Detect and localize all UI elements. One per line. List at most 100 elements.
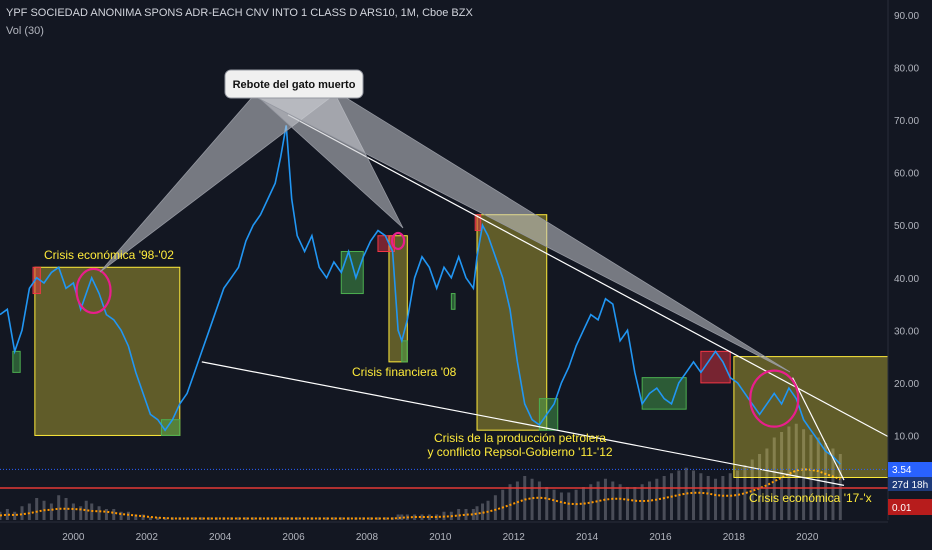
x-tick-label: 2008	[356, 532, 379, 543]
volume-bar	[567, 492, 571, 520]
volume-bar	[84, 500, 88, 520]
zero-level-tag	[888, 499, 932, 515]
volume-bar	[192, 517, 196, 520]
consolidation-box	[450, 293, 456, 310]
volume-bar	[427, 514, 431, 520]
volume-bar	[692, 470, 696, 520]
chart-title: YPF SOCIEDAD ANONIMA SPONS ADR-EACH CNV …	[6, 7, 473, 19]
volume-bar	[49, 503, 53, 520]
volume-bar	[743, 465, 747, 520]
volume-bar	[112, 509, 116, 520]
volume-bar	[475, 506, 479, 520]
volume-bar	[750, 459, 754, 520]
volume-bar	[396, 514, 400, 520]
y-tick-label: 30.00	[894, 326, 919, 337]
volume-bar	[838, 454, 842, 520]
volume-indicator-label: Vol (30)	[6, 25, 44, 37]
secondary-trendline	[792, 377, 845, 481]
countdown-tag	[888, 477, 932, 491]
volume-bar	[244, 517, 248, 520]
volume-bar	[79, 506, 83, 520]
volume-bar	[251, 517, 255, 520]
x-tick-label: 2002	[136, 532, 159, 543]
volume-bar	[376, 517, 380, 520]
bounce-circle-2008	[391, 231, 406, 251]
y-tick-label: 50.00	[894, 221, 919, 232]
support-trendline	[201, 361, 845, 486]
distribution-box	[474, 214, 482, 231]
crisis-zone-98-02	[34, 266, 181, 436]
volume-bar	[471, 509, 475, 520]
volume-bar	[20, 506, 24, 520]
volume-bar	[618, 484, 622, 520]
volume-bar	[156, 517, 160, 520]
volume-bar	[207, 517, 211, 520]
annotation-crisis-11-12-line2: y conflicto Repsol-Gobierno '11-'12	[427, 445, 612, 459]
volume-bar	[104, 509, 108, 520]
volume-bar	[57, 495, 61, 520]
callout-label: Rebote del gato muerto	[233, 79, 356, 91]
y-tick-label: 70.00	[894, 116, 919, 127]
callout-box	[224, 69, 364, 99]
x-tick-label: 2004	[209, 532, 232, 543]
y-tick-label: 80.00	[894, 64, 919, 75]
volume-bar	[383, 517, 387, 520]
consolidation-box	[12, 350, 21, 373]
y-tick-label: 90.00	[894, 11, 919, 22]
resistance-trendline	[287, 114, 889, 438]
last-price-value: 3.54	[892, 465, 912, 476]
price-axis-bg	[888, 0, 932, 550]
volume-bar	[27, 503, 31, 520]
volume-bar	[13, 511, 17, 520]
volume-bar	[633, 487, 637, 520]
volume-bar	[684, 467, 688, 520]
volume-bar	[537, 481, 541, 520]
zero-level-value: 0.01	[892, 503, 912, 514]
volume-bar	[237, 517, 241, 520]
volume-bar	[325, 517, 329, 520]
time-axis-bg	[0, 522, 888, 550]
volume-bar	[736, 470, 740, 520]
annotation-crisis-11-12-line1: Crisis de la producción petrolera	[434, 431, 606, 445]
volume-bar	[35, 498, 39, 520]
volume-bar	[552, 489, 556, 520]
volume-bar	[420, 514, 424, 520]
annotation-crisis-17: Crisis económica '17-'x	[749, 491, 872, 505]
volume-bar	[119, 511, 123, 520]
volume-bar	[200, 517, 204, 520]
volume-bar	[721, 476, 725, 520]
y-tick-label: 40.00	[894, 274, 919, 285]
volume-bar	[71, 503, 75, 520]
volume-bar	[530, 478, 534, 520]
volume-bar	[501, 489, 505, 520]
consolidation-box	[160, 419, 181, 436]
volume-ma-line	[0, 468, 841, 520]
x-tick-label: 2012	[503, 532, 526, 543]
volume-bar	[284, 517, 288, 520]
volume-bar	[64, 498, 68, 520]
countdown-value: 27d 18h	[892, 480, 928, 491]
volume-bar	[508, 484, 512, 520]
y-tick-label: 10.00	[894, 431, 919, 442]
volume-bar	[787, 426, 791, 520]
bounce-circle-2019	[749, 369, 800, 428]
price-line	[0, 125, 841, 465]
volume-bar	[603, 478, 607, 520]
x-tick-label: 2020	[796, 532, 819, 543]
volume-bar	[625, 487, 629, 520]
volume-bar	[400, 514, 404, 520]
x-tick-label: 2014	[576, 532, 599, 543]
volume-bar	[457, 509, 461, 520]
volume-bar	[141, 514, 145, 520]
volume-bar	[640, 484, 644, 520]
consolidation-box	[340, 251, 364, 295]
volume-bar	[596, 481, 600, 520]
volume-bar	[831, 448, 835, 520]
volume-bar	[802, 429, 806, 520]
volume-bar	[706, 476, 710, 520]
volume-bar	[758, 454, 762, 520]
x-tick-label: 2000	[62, 532, 85, 543]
volume-bar	[545, 487, 549, 520]
volume-bar	[148, 517, 152, 520]
